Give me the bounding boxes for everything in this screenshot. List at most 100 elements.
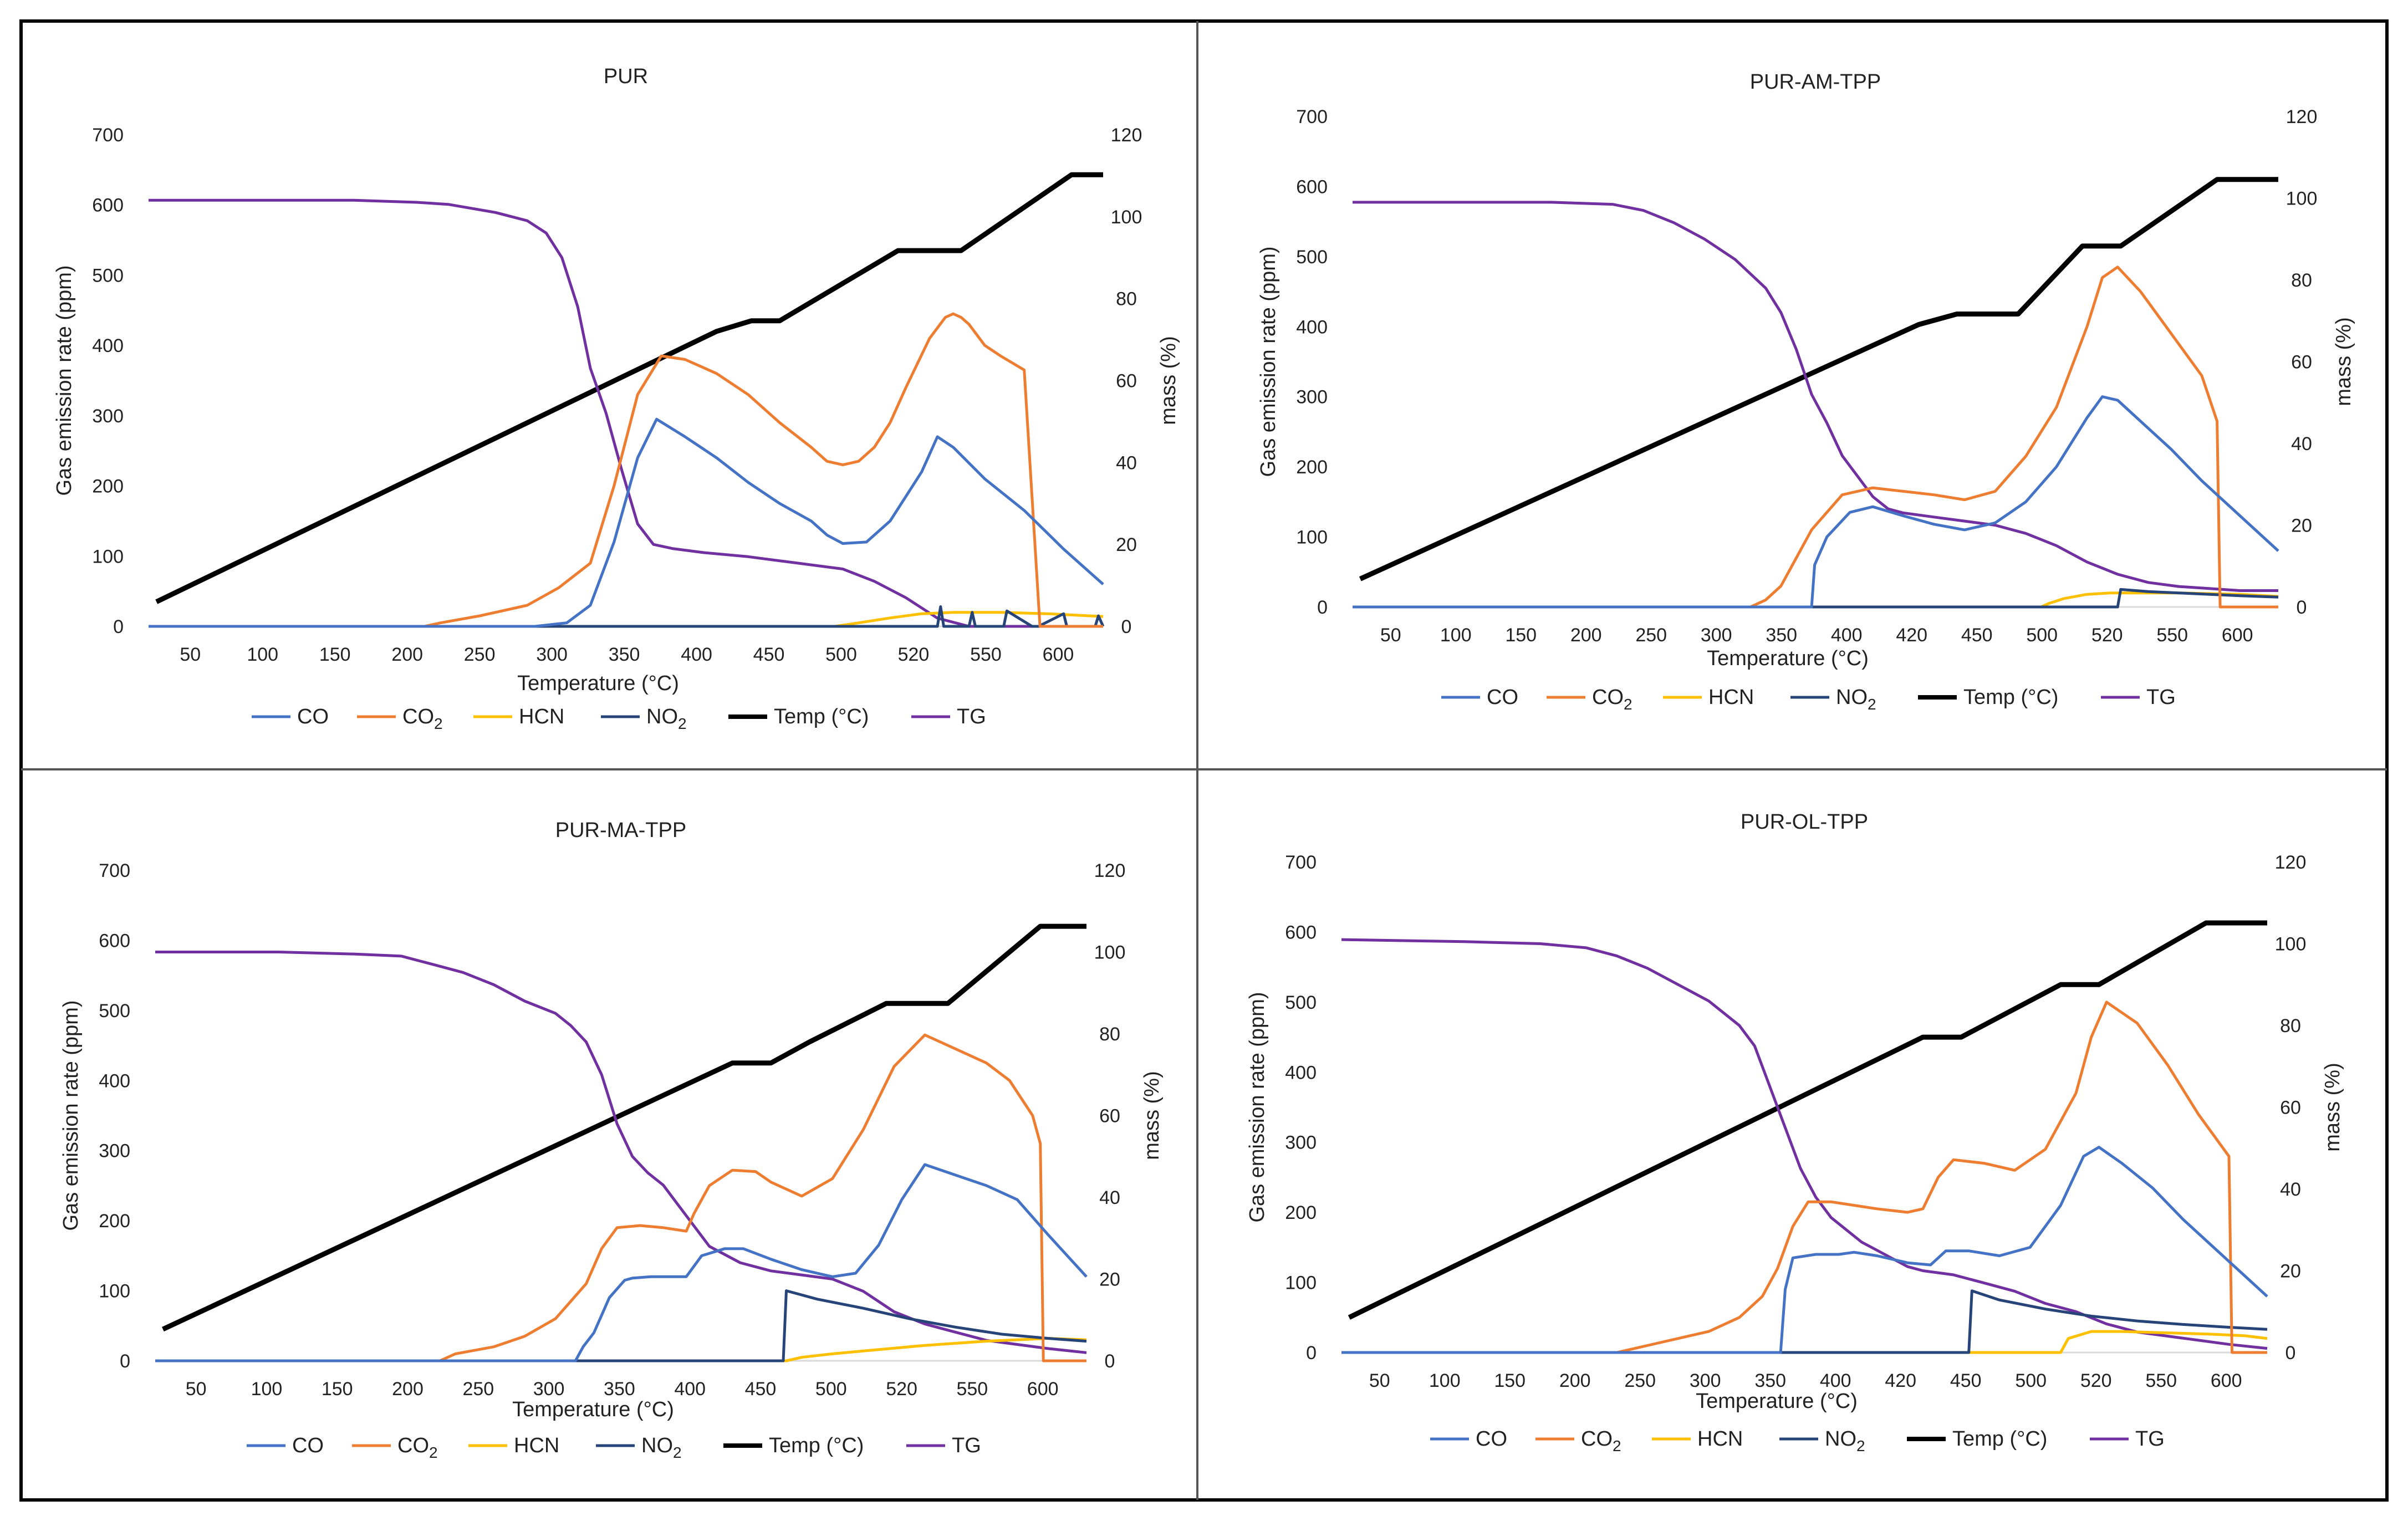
y2-axis-label: mass (%) [1157,336,1180,425]
y-tick-label: 100 [99,1281,130,1302]
x-tick-label: 500 [825,644,857,665]
series-line-tg [1341,938,2268,1350]
x-tick-label: 520 [898,644,930,665]
y2-tick-label: 60 [2280,1098,2301,1119]
x-tick-label: 550 [2156,625,2188,646]
series-line-tg [155,951,1087,1354]
x-tick-label: 500 [2026,625,2058,646]
y2-axis-label: mass (%) [1140,1071,1164,1160]
y2-tick-label: 60 [2291,352,2312,373]
legend-item-co: CO [1441,686,1518,709]
x-tick-label: 150 [1505,625,1537,646]
y-axis-label: Gas emission rate (ppm) [59,1000,83,1231]
y2-tick-label: 100 [1111,207,1142,228]
x-tick-label: 150 [319,644,351,665]
outer-frame [19,19,2389,1502]
x-tick-label: 350 [1766,625,1797,646]
series-line-temp [1348,920,2267,1320]
x-tick-label: 500 [815,1379,847,1400]
legend-label: CO [1487,686,1518,709]
x-tick-label: 400 [674,1379,706,1400]
series-line-hcn [155,1337,1087,1362]
legend-item-temp: Temp (°C) [723,1434,864,1457]
legend-item-co2: CO2 [1547,686,1632,713]
series-line-tg [149,198,1103,628]
legend-label: Temp (°C) [1963,686,2058,709]
y-tick-label: 400 [1296,317,1328,338]
x-tick-label: 400 [681,644,712,665]
x-tick-label: 100 [1429,1370,1461,1391]
x-tick-label: 350 [1754,1370,1786,1391]
y2-axis-label: mass (%) [2321,1063,2344,1151]
x-tick-label: 50 [186,1379,207,1400]
y-tick-label: 400 [99,1070,130,1091]
x-tick-label: 400 [1831,625,1863,646]
x-tick-label: 100 [251,1379,283,1400]
x-tick-label: 50 [180,644,201,665]
x-tick-label: 250 [1624,1370,1656,1391]
y2-tick-label: 80 [2291,270,2312,291]
legend-item-co: CO [252,705,329,728]
y2-tick-label: 80 [2280,1015,2301,1037]
y-tick-label: 0 [113,616,124,637]
y-tick-label: 300 [92,406,124,427]
series-line-co [155,1163,1088,1362]
series-line-temp [155,172,1103,604]
y-tick-label: 200 [92,476,124,497]
y-tick-label: 300 [1285,1132,1317,1153]
x-tick-label: 600 [2222,625,2253,646]
panel-pur-ma-tpp: PUR-MA-TPP 0 100 200 300 400 500 600 700 0 20 40 60 8… [59,819,1164,1461]
x-tick-label: 100 [1440,625,1472,646]
legend-item-tg: TG [2090,1427,2165,1451]
x-axis-label: Temperature (°C) [517,672,679,695]
y-tick-label: 100 [1285,1273,1317,1294]
series-line-co2 [1341,1001,2267,1354]
legend-label: NO2 [1825,1427,1865,1454]
y2-tick-label: 40 [1116,452,1137,473]
y-tick-label: 200 [1285,1202,1317,1223]
legend-label: TG [952,1434,981,1457]
series-line-co [1353,395,2279,609]
series-line-co2 [155,1033,1086,1362]
x-tick-label: 550 [970,644,1002,665]
x-tick-label: 300 [536,644,568,665]
x-tick-label: 250 [462,1379,494,1400]
x-tick-label: 200 [1559,1370,1591,1391]
y-tick-label: 0 [1317,597,1328,618]
legend-label: HCN [1697,1427,1743,1451]
x-tick-label: 300 [1690,1370,1721,1391]
y-axis-label: Gas emission rate (ppm) [1257,246,1280,477]
legend-label: TG [957,705,986,728]
legend-label: Temp (°C) [774,705,869,728]
legend-item-co: CO [247,1434,324,1457]
legend-item-co: CO [1430,1427,1507,1451]
legend-label: NO2 [1836,686,1876,713]
y2-tick-label: 20 [1099,1269,1120,1290]
series-line-no2 [1353,588,2279,609]
y2-tick-label: 120 [1094,860,1126,881]
x-tick-label: 200 [392,1379,424,1400]
y2-tick-label: 120 [1111,125,1142,146]
legend-item-tg: TG [2101,686,2176,709]
x-tick-label: 250 [464,644,496,665]
panel-pur-ol-tpp: PUR-OL-TPP 0 100 200 300 400 500 600 700 0 20 40 60 8… [1246,810,2344,1454]
x-tick-label: 50 [1380,625,1401,646]
legend-label: CO2 [402,705,443,732]
legend-item-no2: NO2 [1790,686,1876,713]
series-line-co2 [1353,266,2278,609]
y-tick-label: 0 [120,1351,130,1372]
y2-tick-label: 80 [1116,289,1137,310]
y-tick-label: 100 [92,546,124,567]
y-tick-label: 700 [1285,852,1317,873]
y2-tick-label: 20 [1116,534,1137,555]
x-tick-label: 450 [1961,625,1993,646]
y-tick-label: 600 [99,930,130,951]
x-tick-label: 450 [753,644,785,665]
y2-axis-label: mass (%) [2332,317,2355,406]
chart-title: PUR-MA-TPP [555,819,686,842]
x-axis-label: Temperature (°C) [1696,1390,1858,1413]
legend-label: NO2 [646,705,687,732]
x-tick-label: 450 [1950,1370,1982,1391]
legend-item-hcn: HCN [1652,1427,1743,1451]
legend-item-temp: Temp (°C) [728,705,869,728]
